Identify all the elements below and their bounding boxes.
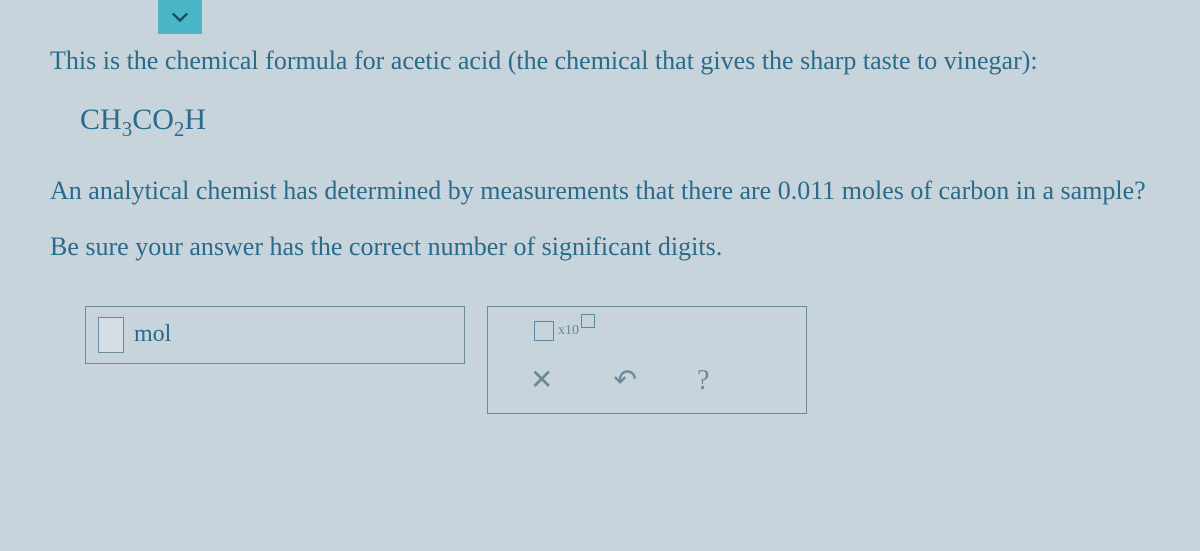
- question-content: This is the chemical formula for acetic …: [50, 42, 1200, 414]
- answer-unit: mol: [134, 317, 171, 352]
- help-button[interactable]: ?: [697, 361, 709, 402]
- answer-input-box[interactable]: mol: [85, 306, 465, 364]
- question-intro: This is the chemical formula for acetic …: [50, 42, 1200, 80]
- chemical-formula: CH3CO2H: [80, 98, 1200, 144]
- mantissa-box-icon: [534, 321, 554, 341]
- answer-value-input[interactable]: [98, 317, 124, 353]
- scientific-notation-button[interactable]: x10: [534, 321, 788, 341]
- question-body: An analytical chemist has determined by …: [50, 172, 1200, 210]
- dropdown-toggle[interactable]: [158, 0, 202, 34]
- x10-label: x10: [558, 321, 579, 341]
- clear-button[interactable]: ✕: [530, 361, 553, 402]
- exponent-box-icon: [581, 314, 595, 328]
- reset-button[interactable]: ↶: [613, 361, 636, 402]
- question-instruction: Be sure your answer has the correct numb…: [50, 228, 1200, 266]
- tool-panel: x10 ✕ ↶ ?: [487, 306, 807, 415]
- answer-area: mol x10 ✕ ↶ ?: [85, 306, 1200, 415]
- chevron-down-icon: [171, 11, 189, 23]
